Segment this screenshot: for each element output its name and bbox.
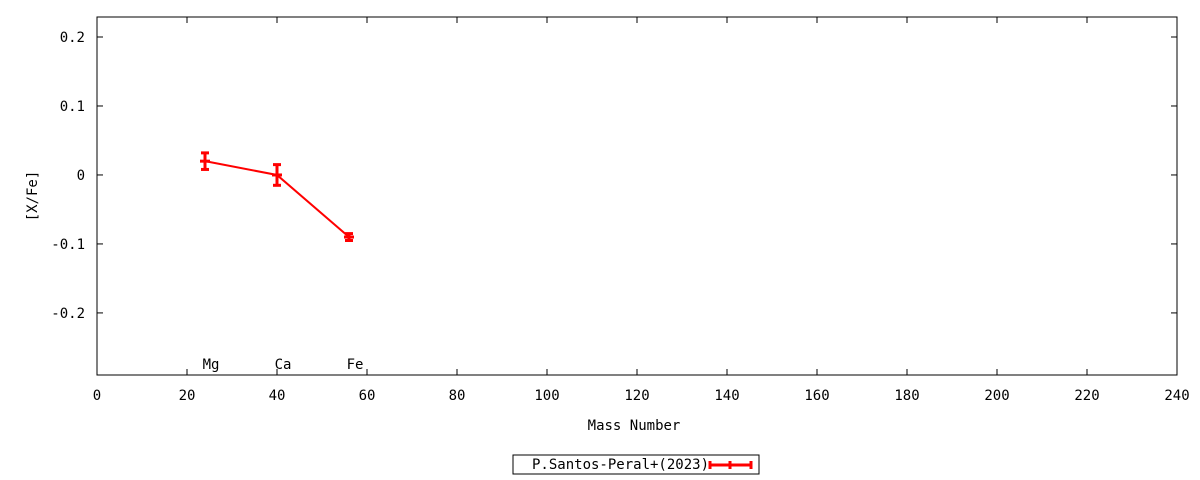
x-tick-label: 80 <box>449 388 466 404</box>
element-label: Fe <box>347 357 364 373</box>
x-tick-label: 100 <box>534 388 559 404</box>
y-tick-label: 0.1 <box>60 99 85 115</box>
x-tick-label: 60 <box>359 388 376 404</box>
x-tick-label: 180 <box>894 388 919 404</box>
x-tick-label: 240 <box>1164 388 1189 404</box>
y-tick-label: -0.1 <box>51 237 85 253</box>
y-tick-label: 0 <box>77 168 85 184</box>
x-tick-label: 20 <box>179 388 196 404</box>
y-tick-label: 0.2 <box>60 30 85 46</box>
y-axis-label: [X/Fe] <box>25 171 41 222</box>
element-label: Ca <box>275 357 292 373</box>
x-axis-label: Mass Number <box>588 418 681 434</box>
plot-frame <box>96 16 1178 376</box>
x-tick-label: 220 <box>1074 388 1099 404</box>
legend-box <box>512 454 760 475</box>
legend-label: P.Santos-Peral+(2023) <box>532 457 709 473</box>
x-tick-label: 40 <box>269 388 286 404</box>
x-tick-label: 0 <box>93 388 101 404</box>
element-label: Mg <box>203 357 220 373</box>
x-tick-label: 140 <box>714 388 739 404</box>
x-tick-label: 160 <box>804 388 829 404</box>
x-tick-label: 120 <box>624 388 649 404</box>
x-tick-label: 200 <box>984 388 1009 404</box>
y-tick-label: -0.2 <box>51 306 85 322</box>
